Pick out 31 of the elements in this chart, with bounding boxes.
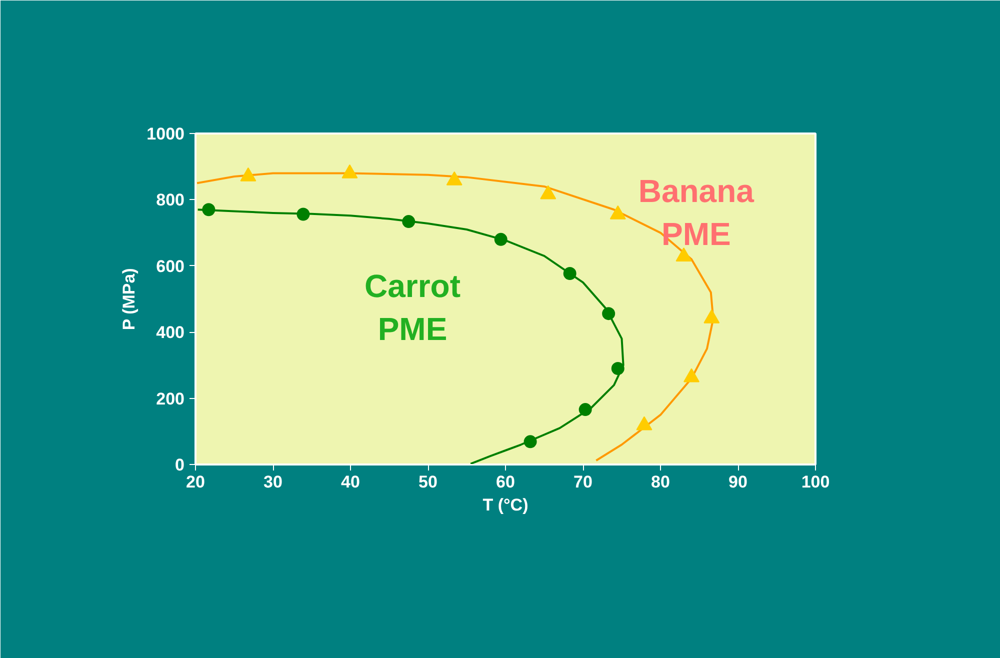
point <box>446 171 462 186</box>
point <box>524 435 537 448</box>
point <box>676 247 692 262</box>
x-tick-label: 60 <box>496 472 515 492</box>
point <box>611 362 624 375</box>
x-tick-label: 20 <box>186 472 205 492</box>
point <box>240 167 256 182</box>
y-tick-label: 1000 <box>146 124 185 144</box>
point <box>578 403 592 416</box>
point <box>563 267 576 280</box>
x-tick-label: 30 <box>264 472 282 492</box>
y-tick-label: 800 <box>156 190 185 210</box>
series-label: Banana PME <box>638 173 754 252</box>
x-tick-label: 40 <box>341 472 360 492</box>
point <box>342 164 358 178</box>
y-tick-label: 400 <box>156 323 185 342</box>
x-tick-label: 100 <box>801 472 830 492</box>
y-axis-title: P (MPa) <box>120 268 139 330</box>
y-tick-label: 600 <box>156 256 185 276</box>
point <box>602 307 616 320</box>
point <box>494 232 508 246</box>
point <box>610 205 626 220</box>
y-tick-label: 200 <box>156 389 185 408</box>
y-tick-label: 0 <box>175 456 185 474</box>
x-tick-label: 90 <box>728 472 748 492</box>
x-tick-label: 70 <box>574 472 592 492</box>
point <box>540 185 556 200</box>
x-tick-label: 80 <box>651 472 670 492</box>
x-axis-title: T (°C) <box>482 496 528 514</box>
series-label: Carrot PME <box>364 268 461 348</box>
x-tick-label: 50 <box>418 472 438 492</box>
